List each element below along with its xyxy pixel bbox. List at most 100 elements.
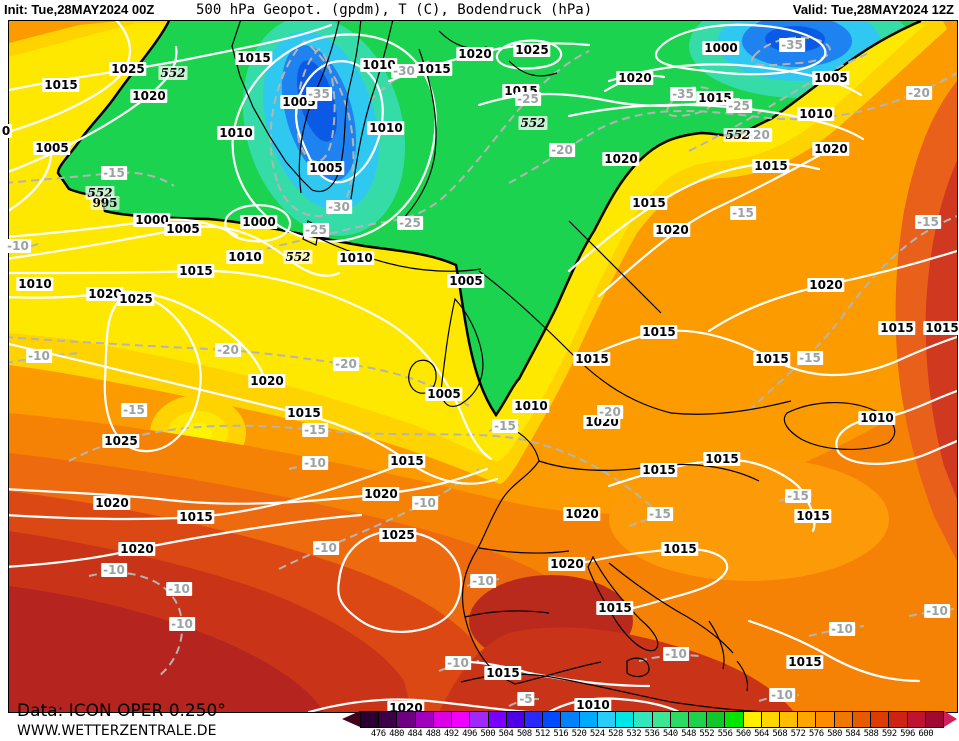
colorbar-cell	[761, 712, 781, 727]
colorbar-tick: 552	[699, 729, 715, 739]
colorbar-tick: 484	[407, 729, 423, 739]
website-label: WWW.WETTERZENTRALE.DE	[17, 723, 217, 739]
colorbar	[360, 711, 944, 728]
temperature-label: -10	[470, 574, 496, 588]
pressure-label: 1015	[177, 264, 215, 278]
temperature-label: -20	[333, 357, 359, 371]
weather-map: 1025 1015 1020 1015 1010 1015 1020 1005 1010 1010…	[0, 20, 959, 715]
pressure-label: 1005	[33, 141, 71, 155]
temperature-label: -30	[326, 200, 352, 214]
colorbar-tick: 500	[480, 729, 496, 739]
colorbar-cell	[379, 712, 398, 727]
temperature-label: -10	[26, 349, 52, 363]
temperature-label: -35	[306, 87, 332, 101]
colorbar-cell	[688, 712, 708, 727]
pressure-label: 1010	[574, 698, 612, 712]
pressure-label: 1015	[794, 509, 832, 523]
pressure-label: 1020	[812, 142, 850, 156]
pressure-label: 1000	[240, 215, 278, 229]
colorbar-right-arrow	[944, 711, 957, 727]
pressure-label: 1025	[513, 43, 551, 57]
colorbar-tick: 540	[662, 729, 678, 739]
temperature-label: -10	[924, 604, 950, 618]
colorbar-tick: 476	[370, 729, 386, 739]
colorbar-cell	[889, 712, 908, 727]
temperature-label: -10	[5, 239, 31, 253]
pressure-label: 1015	[753, 352, 791, 366]
colorbar-cell	[907, 712, 926, 727]
pressure-label: 1015	[640, 463, 678, 477]
temperature-label: -20	[215, 343, 241, 357]
temperature-label: -15	[785, 489, 811, 503]
pressure-label: 1020	[807, 278, 845, 292]
pressure-label: 1015	[235, 51, 273, 65]
pressure-label: 1000	[702, 41, 740, 55]
colorbar-tick: 504	[498, 729, 514, 739]
temperature-label: -10	[169, 617, 195, 631]
colorbar-tick: 520	[571, 729, 587, 739]
colorbar-cell	[743, 712, 762, 727]
colorbar-tick: 548	[681, 729, 696, 739]
init-time-label: Init: Tue,28MAY2024 00Z	[4, 2, 155, 17]
fill-africa-red	[439, 627, 794, 712]
colorbar-cell	[834, 712, 853, 727]
colorbar-tick: 516	[553, 729, 569, 739]
chart-header: Init: Tue,28MAY2024 00Z 500 hPa Geopot. …	[0, 0, 959, 20]
colorbar-cell	[543, 712, 562, 727]
temperature-label: -15	[915, 215, 941, 229]
temperature-label: -35	[670, 87, 696, 101]
pressure-label: 1015	[42, 78, 80, 92]
colorbar-cell	[506, 712, 525, 727]
fill-south-red3	[9, 586, 324, 712]
temperature-label: -15	[101, 166, 127, 180]
temperature-label: -25	[726, 99, 752, 113]
temperature-label: -10	[445, 656, 471, 670]
temperature-label: -25	[303, 223, 329, 237]
pressure-label: 1015	[661, 542, 699, 556]
colorbar-cell	[816, 712, 835, 727]
pressure-label: 1010	[337, 251, 375, 265]
temperature-label: -5	[517, 692, 535, 706]
pressure-label: 1015	[640, 325, 678, 339]
temperature-label: -10	[313, 541, 339, 555]
colorbar-tick: 488	[425, 729, 441, 739]
pressure-label: 1015	[285, 406, 323, 420]
colorbar-tick: 568	[772, 729, 788, 739]
colorbar-tick: 532	[626, 729, 642, 739]
temperature-label: -15	[121, 403, 147, 417]
pressure-label: 1005	[812, 71, 850, 85]
colorbar-cell	[415, 712, 434, 727]
pressure-label: 1020	[548, 557, 586, 571]
temperature-label: -10	[166, 582, 192, 596]
colorbar-tick: 596	[900, 729, 915, 739]
colorbar-tick: 536	[644, 729, 660, 739]
colorbar-cell	[616, 712, 635, 727]
pressure-label: 0	[0, 124, 13, 138]
pressure-label: 1010	[367, 121, 405, 135]
colorbar-tick: 580	[827, 729, 842, 739]
pressure-label: 1020	[653, 223, 691, 237]
colorbar-cell	[780, 712, 799, 727]
pressure-label: 1010	[226, 250, 264, 264]
temperature-label: -10	[663, 647, 689, 661]
colorbar-cell	[561, 712, 580, 727]
geopotential-label: 552	[283, 250, 313, 264]
pressure-label: 1010	[360, 58, 398, 72]
data-source-label: Data: ICON OPER 0.250°	[17, 701, 226, 721]
temperature-label: -25	[397, 216, 423, 230]
colorbar-tick: 496	[462, 729, 477, 739]
pressure-label: 1010	[16, 277, 54, 291]
temperature-label: -35	[779, 38, 805, 52]
pressure-label: 1005	[164, 222, 202, 236]
colorbar-cell	[634, 712, 653, 727]
pressure-label: 1025	[379, 528, 417, 542]
pressure-label: 1020	[248, 374, 286, 388]
temperature-label: -10	[101, 563, 127, 577]
colorbar-tick: 528	[608, 729, 623, 739]
colorbar-cell	[597, 712, 617, 727]
temperature-label: -10	[769, 688, 795, 702]
pressure-label: 1015	[415, 62, 453, 76]
colorbar-tick: 572	[790, 729, 806, 739]
temperature-label: -15	[492, 419, 518, 433]
colorbar-cell	[579, 712, 598, 727]
